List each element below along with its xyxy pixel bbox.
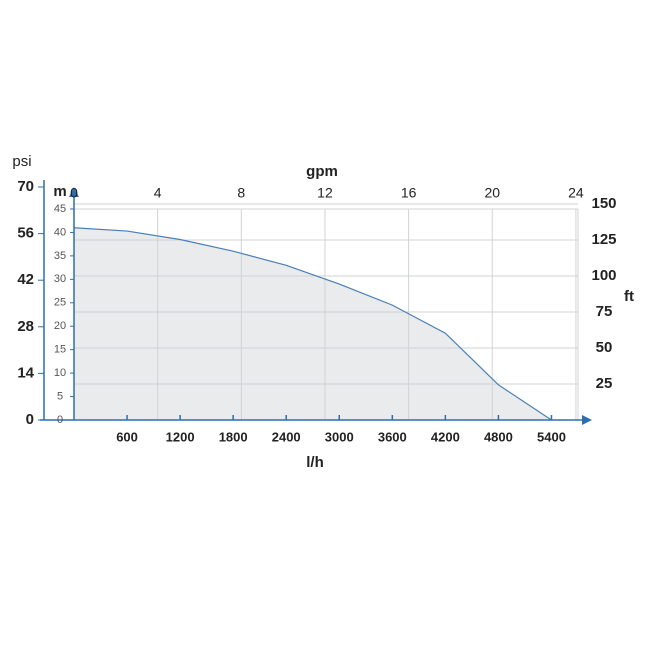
- x-axis-label: l/h: [306, 454, 324, 471]
- x-tick-label: 600: [116, 429, 138, 444]
- y-tick-label: 5: [57, 390, 63, 402]
- y-tick-label: 0: [57, 414, 63, 426]
- y2-axis-label: ft: [624, 288, 634, 305]
- y-tick-label: 25: [54, 297, 66, 309]
- y3-tick-label: 28: [17, 318, 34, 335]
- x-tick-label: 4800: [484, 429, 513, 444]
- y2-tick-label: 50: [596, 339, 613, 356]
- y2-tick-label: 100: [591, 267, 616, 284]
- x-tick-label: 2400: [272, 429, 301, 444]
- x2-tick-label: 12: [317, 185, 333, 201]
- y3-tick-label: 70: [17, 178, 34, 195]
- y-tick-label: 35: [54, 250, 66, 262]
- y-tick-label: 20: [54, 320, 66, 332]
- y-tick-label: 40: [54, 226, 66, 238]
- x2-tick-label: 4: [154, 185, 162, 201]
- y2-tick-label: 25: [596, 375, 613, 392]
- y-tick-label: 30: [54, 273, 66, 285]
- y3-tick-label: 42: [17, 271, 34, 288]
- y3-axis-label: psi: [12, 153, 31, 170]
- x-arrow: [582, 415, 592, 425]
- y-tick-label: 10: [54, 367, 66, 379]
- x2-tick-label: 24: [568, 185, 584, 201]
- x2-tick-label: 16: [401, 185, 417, 201]
- y-tick-label: 15: [54, 344, 66, 356]
- x-tick-label: 1200: [166, 429, 195, 444]
- x-tick-label: 4200: [431, 429, 460, 444]
- y3-tick-label: 14: [17, 364, 34, 381]
- x2-axis-label: gpm: [306, 163, 338, 180]
- x-tick-label: 1800: [219, 429, 248, 444]
- y2-tick-label: 75: [596, 303, 613, 320]
- curve: [73, 227, 552, 421]
- y3-tick-label: 0: [26, 411, 34, 428]
- y-tick-label: 45: [54, 203, 66, 215]
- x-tick-label: 3000: [325, 429, 354, 444]
- x2-tick-label: 20: [484, 185, 500, 201]
- x2-tick-label: 8: [237, 185, 245, 201]
- y3-tick-label: 56: [17, 225, 34, 242]
- y-arrow: [69, 187, 79, 197]
- y-axis-label: m: [53, 183, 66, 200]
- x-tick-label: 3600: [378, 429, 407, 444]
- area: [74, 227, 552, 420]
- x-tick-label: 5400: [537, 429, 566, 444]
- y2-tick-label: 150: [591, 195, 616, 212]
- x2-tick-label: 0: [70, 185, 78, 201]
- y2-tick-label: 125: [591, 231, 616, 248]
